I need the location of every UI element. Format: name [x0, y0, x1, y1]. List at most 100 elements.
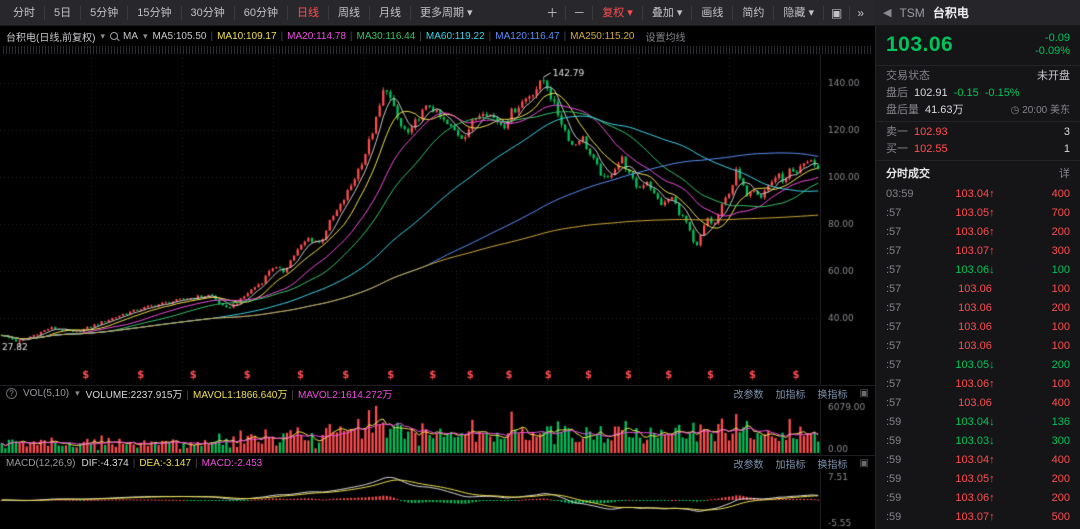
trade-volume: 100 — [1051, 320, 1070, 333]
trade-volume: 100 — [1051, 377, 1070, 390]
trade-row[interactable]: :59 103.05↑ 200 — [876, 469, 1080, 488]
macd-chart[interactable] — [0, 470, 875, 529]
trade-time: :57 — [886, 358, 902, 371]
trade-price: 103.04↓ — [955, 415, 995, 428]
trade-time: :59 — [886, 472, 902, 485]
stock-header: ◀ TSM 台积电 — [875, 0, 1080, 25]
macd-indicator-name[interactable]: MACD(12,26,9) — [6, 457, 76, 469]
indicator-link[interactable]: 换指标 — [817, 459, 848, 471]
trade-row[interactable]: :57 103.06↓ 100 — [876, 260, 1080, 279]
volume-indicator-name[interactable]: VOL(5,10) — [23, 387, 70, 399]
pane-expand-icon[interactable]: ▣ — [859, 387, 869, 399]
tab-time-sales[interactable]: 分时成交 — [886, 168, 930, 180]
trade-row[interactable]: :57 103.06 200 — [876, 298, 1080, 317]
period-button[interactable]: 60分钟 — [235, 5, 288, 20]
trade-row[interactable]: :57 103.06 100 — [876, 279, 1080, 298]
trade-row[interactable]: :57 103.06↑ 100 — [876, 374, 1080, 393]
trade-row[interactable]: :57 103.07↑ 300 — [876, 241, 1080, 260]
trade-time: :59 — [886, 453, 902, 466]
trade-volume: 200 — [1051, 491, 1070, 504]
price-block: 103.06 -0.09 -0.09% — [876, 26, 1080, 63]
volume-pane-header: ? VOL(5,10) ▾ VOLUME:2237.915万MAVOL1:186… — [0, 385, 875, 400]
trade-volume: 100 — [1051, 263, 1070, 276]
panel-expand-icon[interactable]: ▣ — [824, 5, 851, 20]
pane-expand-icon[interactable]: ▣ — [859, 457, 869, 469]
trade-row[interactable]: :57 103.05↑ 700 — [876, 203, 1080, 222]
clock-icon: ◷ — [1010, 105, 1020, 116]
trade-price: 103.06↑ — [955, 377, 995, 390]
ma-prefix[interactable]: MA — [122, 30, 138, 42]
trade-row[interactable]: :57 103.06 400 — [876, 393, 1080, 412]
trade-row[interactable]: :59 103.03↓ 300 — [876, 431, 1080, 450]
main-candlestick-chart[interactable] — [0, 54, 875, 385]
chevron-down-icon[interactable]: ▾ — [75, 387, 80, 398]
volume-chart[interactable] — [0, 400, 875, 455]
period-button[interactable]: 日线 — [288, 5, 329, 20]
search-icon[interactable] — [109, 32, 118, 40]
indicator-link[interactable]: 改参数 — [733, 459, 764, 471]
period-button[interactable]: 5日 — [45, 5, 82, 20]
help-icon[interactable]: ? — [6, 387, 17, 399]
tape-header: 分时成交 详 — [876, 160, 1080, 184]
indicator-link[interactable]: 换指标 — [817, 389, 848, 401]
zoom-in-button[interactable]: ＋ — [539, 5, 567, 20]
trade-volume: 300 — [1051, 244, 1070, 257]
adjust-mode-dropdown[interactable]: 复权 ▾ — [593, 5, 643, 20]
trade-price: 103.04↑ — [955, 453, 995, 466]
trade-time: :57 — [886, 206, 902, 219]
indicator-link[interactable]: 加指标 — [775, 389, 806, 401]
clock-time: 20:00 美东 — [1022, 105, 1070, 116]
ma-settings-link[interactable]: 设置均线 — [645, 32, 686, 44]
indicator-link[interactable]: 改参数 — [733, 389, 764, 401]
trade-row[interactable]: :57 103.06 100 — [876, 317, 1080, 336]
zoom-out-button[interactable]: － — [566, 5, 594, 20]
trade-time: :57 — [886, 396, 902, 409]
trade-price: 103.06 — [958, 282, 992, 295]
overlay-dropdown[interactable]: 叠加 ▾ — [643, 5, 693, 20]
chart-title[interactable]: 台积电(日线,前复权) — [6, 32, 96, 44]
trade-volume: 200 — [1051, 358, 1070, 371]
period-button[interactable]: 30分钟 — [182, 5, 235, 20]
hide-dropdown[interactable]: 隐藏 ▾ — [774, 5, 824, 20]
trade-volume: 200 — [1051, 472, 1070, 485]
period-button[interactable]: 更多周期 ▾ — [420, 6, 473, 19]
indicator-value: MACD:-2.453 — [191, 458, 262, 469]
period-button[interactable]: 5分钟 — [81, 5, 129, 20]
collapse-right-icon[interactable]: » — [857, 5, 864, 20]
back-icon[interactable]: ◀ — [883, 7, 892, 19]
volume-pane-links: 改参数 加指标 换指标 ▣ — [734, 386, 869, 401]
trade-price: 103.06↑ — [955, 491, 995, 504]
trade-time: :57 — [886, 339, 902, 352]
period-button[interactable]: 15分钟 — [128, 5, 182, 20]
period-button[interactable]: 周线 — [329, 5, 370, 20]
trade-time: 03:59 — [886, 187, 914, 200]
draw-lines-button[interactable]: 画线 — [692, 5, 734, 20]
trade-row[interactable]: :59 103.07↑ 500 — [876, 507, 1080, 526]
afterhours-label: 盘后 — [886, 87, 908, 99]
trade-price: 103.06 — [958, 339, 992, 352]
simple-mode-button[interactable]: 简约 — [733, 5, 775, 20]
ma-label: MA5:105.50 — [152, 30, 207, 42]
macd-values: DIF:-4.374DEA:-3.147MACD:-2.453 — [81, 458, 262, 469]
tape-detail-link[interactable]: 详 — [1059, 168, 1070, 180]
macd-pane-links: 改参数 加指标 换指标 ▣ — [734, 456, 869, 471]
period-button[interactable]: 分时 — [4, 5, 45, 20]
trade-row[interactable]: :57 103.06 100 — [876, 336, 1080, 355]
trade-price: 103.05↑ — [955, 472, 995, 485]
trade-row[interactable]: :59 103.04↑ 400 — [876, 450, 1080, 469]
trade-price: 103.07↑ — [955, 510, 995, 523]
ma-label: MA120:116.47 — [485, 31, 560, 42]
trade-row[interactable]: :57 103.05↓ 200 — [876, 355, 1080, 374]
period-button[interactable]: 月线 — [370, 5, 411, 20]
chevron-down-icon[interactable]: ▾ — [142, 30, 148, 41]
chevron-down-icon[interactable]: ▾ — [100, 30, 105, 41]
chart-tools-group: ＋－复权 ▾ 叠加 ▾ 画线 简约 隐藏 ▾ ▣ » — [539, 0, 871, 25]
bid-row[interactable]: 买一 102.55 1 — [876, 141, 1080, 158]
indicator-link[interactable]: 加指标 — [775, 459, 806, 471]
ask-row[interactable]: 卖一 102.93 3 — [876, 121, 1080, 141]
trade-row[interactable]: :57 103.06↑ 200 — [876, 222, 1080, 241]
trade-row[interactable]: :59 103.06↑ 200 — [876, 488, 1080, 507]
trade-row[interactable]: :59 103.04↓ 136 — [876, 412, 1080, 431]
trade-time: :59 — [886, 434, 902, 447]
trade-row[interactable]: 03:59 103.04↑ 400 — [876, 184, 1080, 203]
